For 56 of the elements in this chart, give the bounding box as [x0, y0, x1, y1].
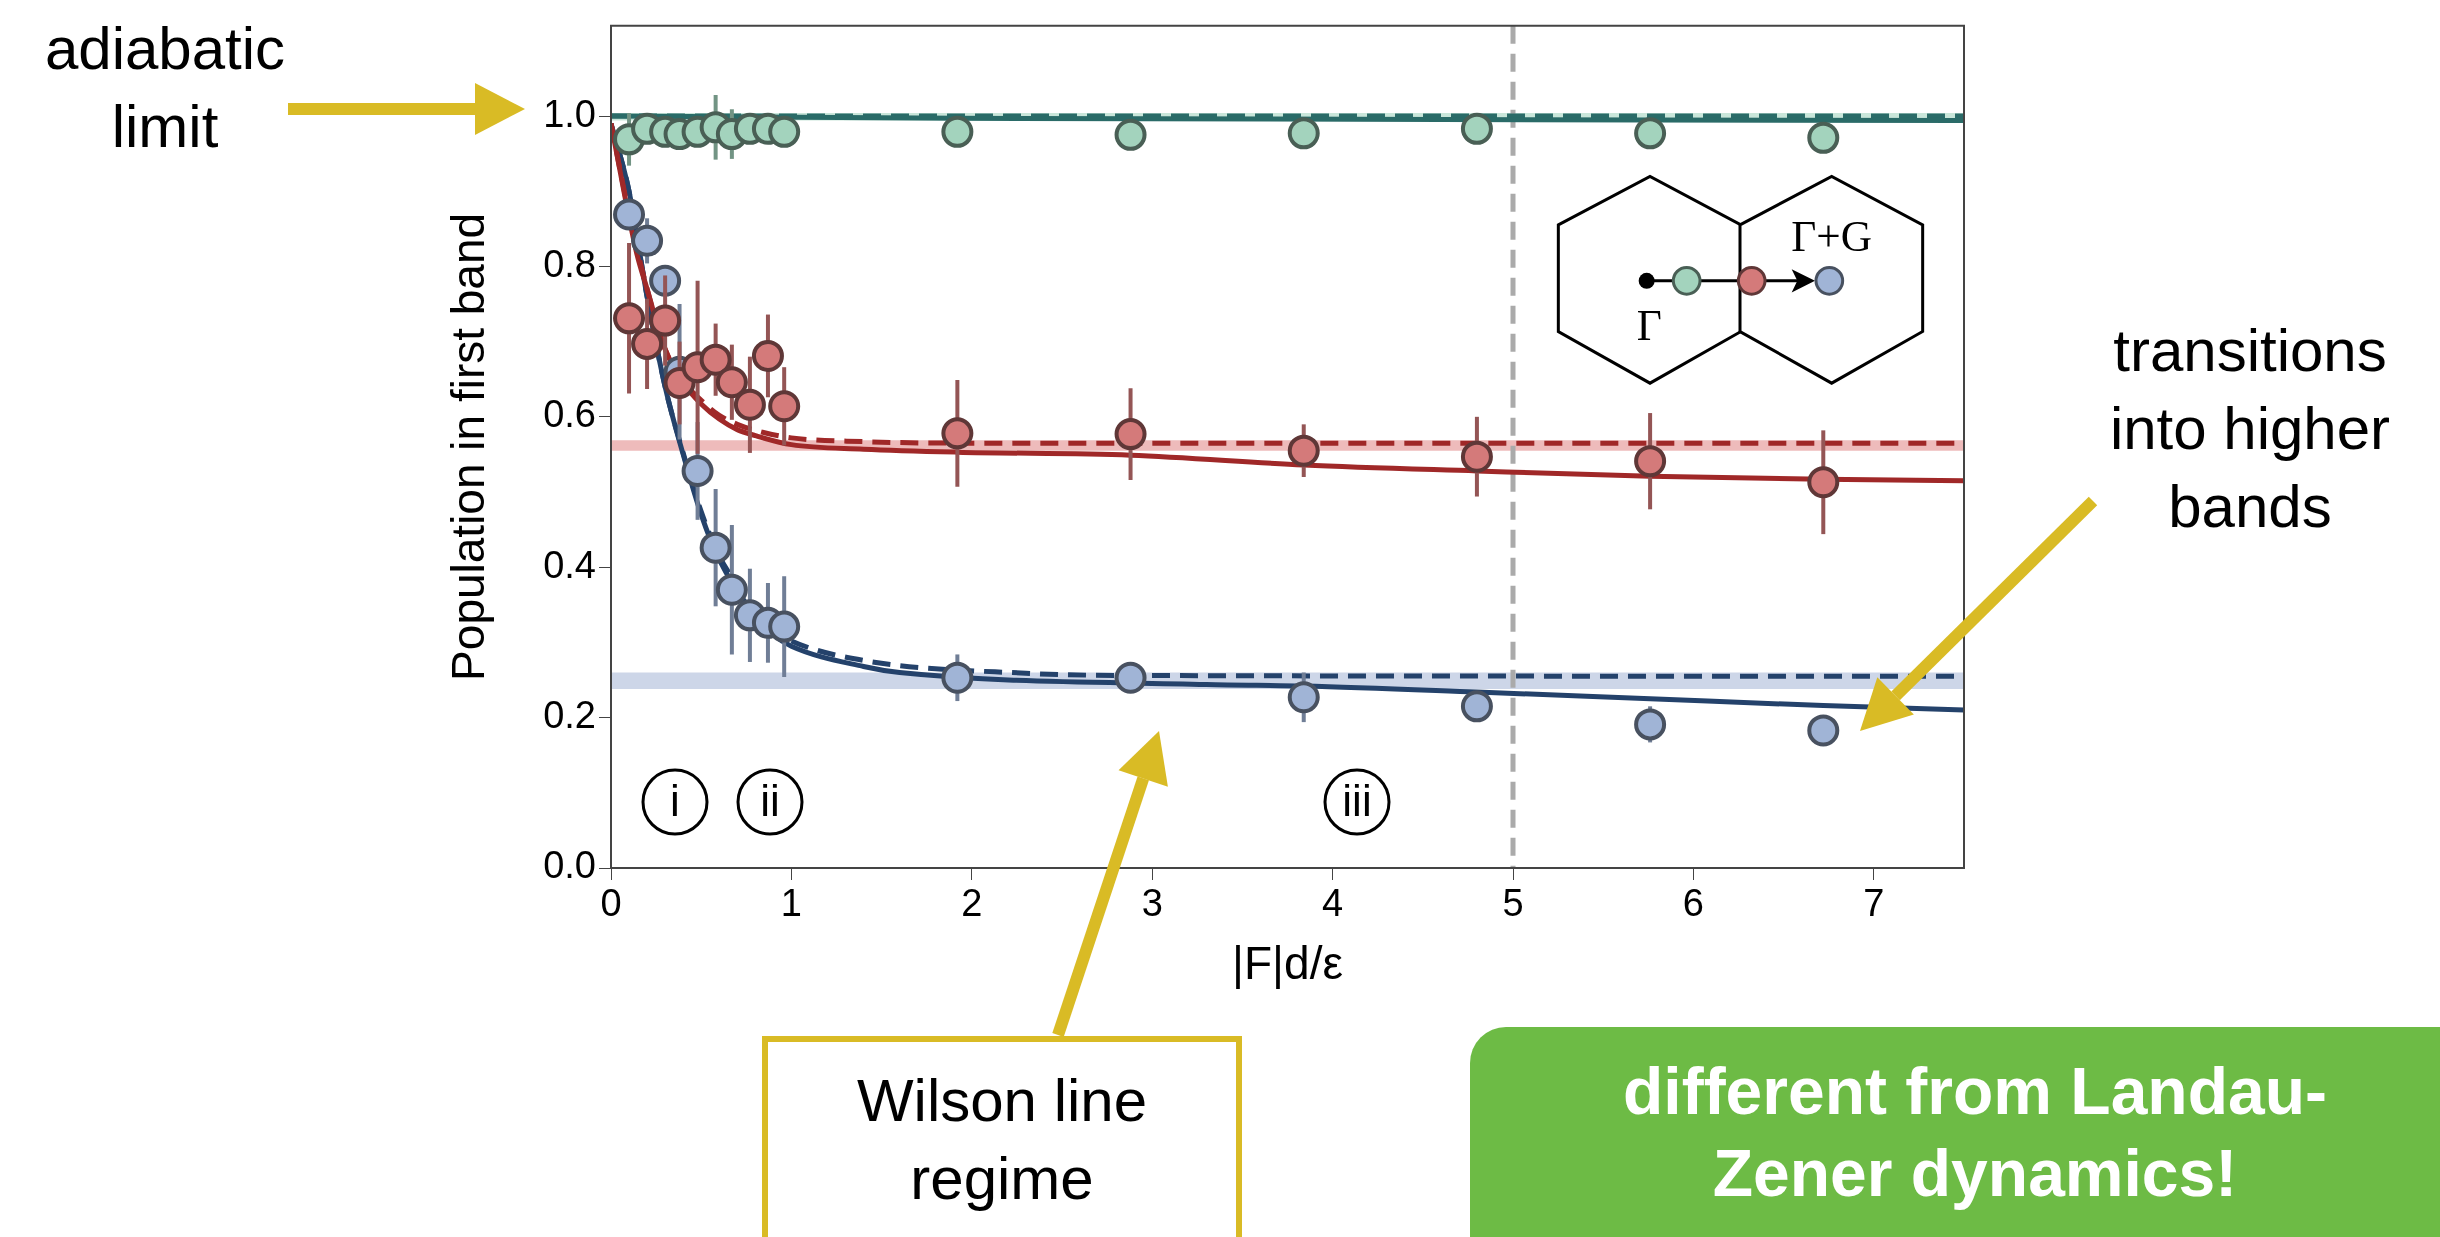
x-tick-label: 0 [600, 882, 622, 925]
point [1287, 117, 1320, 150]
point [649, 304, 682, 337]
text: different from Landau-Zener dynamics! [1470, 1027, 2440, 1237]
point [699, 531, 732, 564]
point [941, 115, 974, 148]
point [1114, 118, 1147, 151]
x-tick-label: 1 [780, 882, 802, 925]
text: adiabatic limit [43, 14, 287, 162]
point [681, 454, 714, 487]
x-tick-label: 2 [961, 882, 983, 925]
point [1634, 117, 1667, 150]
point [1114, 418, 1147, 451]
point [1807, 714, 1840, 747]
x-axis-title: |F|d/ε [1232, 937, 1343, 990]
point [941, 417, 974, 450]
annotation: iii [1342, 776, 1372, 826]
point [1460, 690, 1493, 723]
point [1460, 112, 1493, 145]
point [631, 327, 664, 360]
point [941, 661, 974, 694]
point [1807, 466, 1840, 499]
point [768, 390, 801, 423]
y-tick-label: 0.6 [543, 393, 596, 436]
point [613, 302, 646, 335]
point [1634, 708, 1667, 741]
point [1287, 434, 1320, 467]
point [768, 115, 801, 148]
y-axis-title: Population in first band [442, 212, 495, 681]
point [1287, 681, 1320, 714]
x-tick-label: 7 [1863, 882, 1885, 925]
x-tick-label: 6 [1682, 882, 1704, 925]
point [1634, 445, 1667, 478]
point [1460, 440, 1493, 473]
point [613, 198, 646, 231]
text: transitions into higher bands [2108, 316, 2392, 542]
point [751, 339, 784, 372]
y-tick-label: 0.2 [543, 694, 596, 737]
point [715, 366, 748, 399]
point [715, 573, 748, 606]
x-tick-label: 5 [1502, 882, 1524, 925]
point [631, 224, 664, 257]
x-tick-label: 4 [1322, 882, 1344, 925]
text: Wilson line regime [762, 1036, 1242, 1237]
point [768, 610, 801, 643]
point [1114, 661, 1147, 694]
point [1807, 121, 1840, 154]
annotation: ii [760, 776, 780, 826]
point [699, 343, 732, 376]
y-tick-label: 1.0 [543, 92, 596, 135]
annotation: i [670, 776, 680, 826]
y-tick-label: 0.4 [543, 543, 596, 586]
y-tick-label: 0.8 [543, 242, 596, 285]
y-tick-label: 0.0 [543, 844, 596, 887]
x-tick-label: 3 [1141, 882, 1163, 925]
point [733, 388, 766, 421]
